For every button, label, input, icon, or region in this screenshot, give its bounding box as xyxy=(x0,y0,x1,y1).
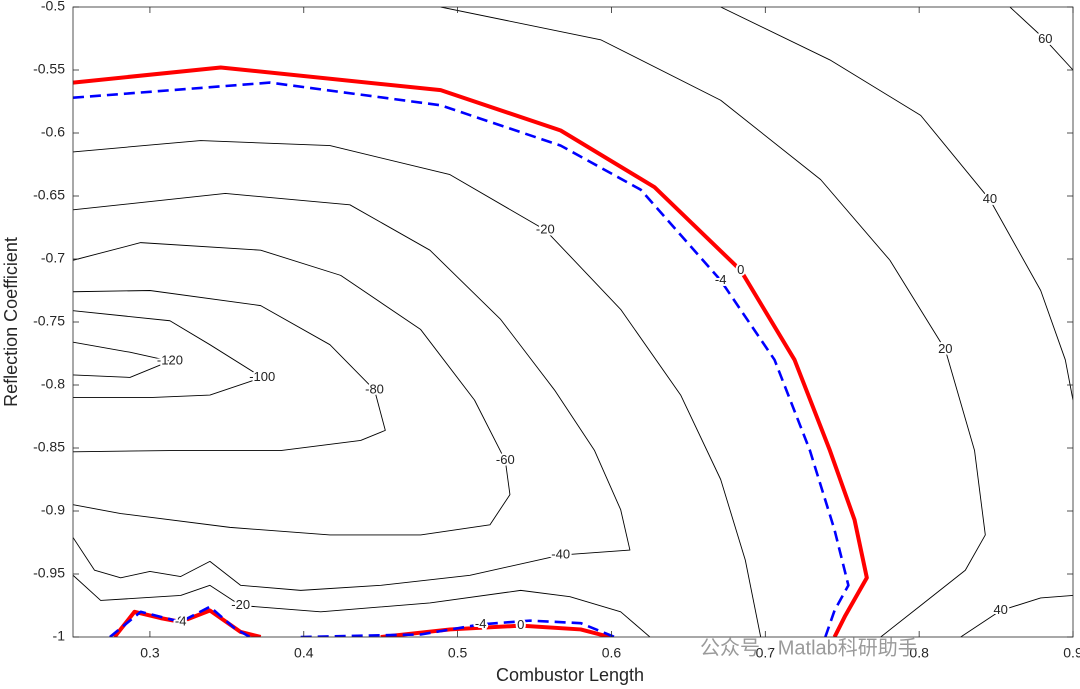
contour-line xyxy=(720,7,1073,401)
contour-line xyxy=(380,623,611,637)
contour-label: -120 xyxy=(157,352,183,367)
contour-line xyxy=(73,242,511,536)
x-tick-label: 0.3 xyxy=(140,645,160,661)
contour-label: -4 xyxy=(475,616,487,631)
contour-line xyxy=(73,341,171,378)
contour-label: -4 xyxy=(175,613,187,628)
y-tick-label: -0.9 xyxy=(41,502,65,518)
contour-label: 20 xyxy=(938,341,952,356)
contour-line xyxy=(73,193,631,591)
contour-line xyxy=(300,619,616,637)
y-tick-label: -0.6 xyxy=(41,124,65,140)
y-tick-label: -0.5 xyxy=(41,0,65,14)
plot-area xyxy=(73,7,1073,637)
contour-layer xyxy=(73,7,1073,637)
contour-line xyxy=(73,574,651,637)
y-tick-label: -0.65 xyxy=(33,187,65,203)
y-tick-label: -0.55 xyxy=(33,61,65,77)
plot-frame xyxy=(72,6,1074,638)
contour-label: 40 xyxy=(993,602,1007,617)
y-tick-label: -0.85 xyxy=(33,439,65,455)
y-tick-label: -0.75 xyxy=(33,313,65,329)
x-tick-label: 0.4 xyxy=(294,645,314,661)
contour-label: -40 xyxy=(551,547,570,562)
x-tick-label: 0.9 xyxy=(1063,645,1080,661)
y-tick-label: -0.95 xyxy=(33,565,65,581)
x-axis-label: Combustor Length xyxy=(496,665,644,685)
x-tick-label: 0.7 xyxy=(756,645,776,661)
contour-label: -100 xyxy=(249,369,275,384)
x-tick-label: 0.5 xyxy=(448,645,468,661)
contour-label: 0 xyxy=(737,262,744,277)
contour-line xyxy=(960,594,1073,637)
contour-label: 0 xyxy=(177,613,184,628)
contour-line xyxy=(1009,7,1073,71)
contour-line xyxy=(440,7,986,637)
y-tick-label: -1 xyxy=(53,628,66,644)
contour-label: -4 xyxy=(715,272,727,287)
contour-label: -80 xyxy=(365,381,384,396)
contour-label: -60 xyxy=(496,452,515,467)
contour-label: 60 xyxy=(1038,31,1052,46)
contour-label: 40 xyxy=(983,191,997,206)
y-tick-label: -0.7 xyxy=(41,250,65,266)
contour-line xyxy=(73,65,869,637)
contour-line xyxy=(73,140,762,637)
y-axis-label: Reflection Coefficient xyxy=(1,237,21,407)
contour-line xyxy=(73,290,386,453)
contour-label: 0 xyxy=(517,617,524,632)
contour-label: -20 xyxy=(231,597,250,612)
y-tick-label: -0.8 xyxy=(41,376,65,392)
x-tick-label: 0.8 xyxy=(909,645,929,661)
watermark: 公众号 · Matlab科研助手 xyxy=(700,636,918,659)
contour-line xyxy=(73,81,850,637)
contour-line xyxy=(73,310,263,399)
x-tick-label: 0.6 xyxy=(602,645,622,661)
contour-label: -20 xyxy=(536,221,555,236)
